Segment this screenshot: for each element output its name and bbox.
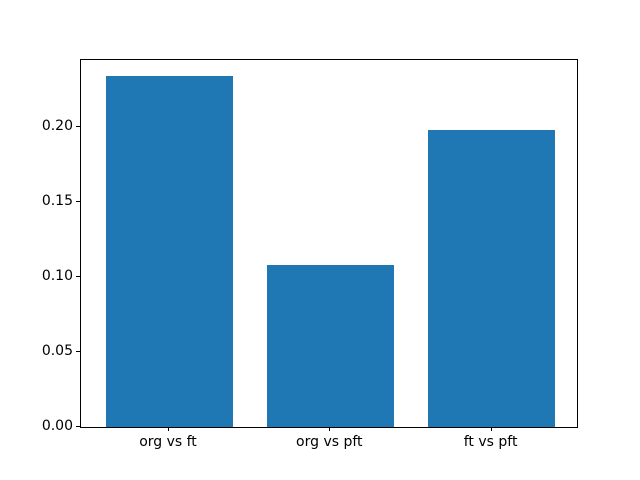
x-tick-label: org vs ft <box>139 434 197 450</box>
y-tick-mark <box>76 426 80 427</box>
y-tick-mark <box>76 275 80 277</box>
y-tick-label: 0.15 <box>41 192 73 209</box>
y-tick-mark <box>76 350 80 352</box>
bar-org-vs-pft <box>266 264 394 427</box>
bar-ft-vs-pft <box>428 129 556 427</box>
x-tick-mark <box>490 427 492 431</box>
bar-org-vs-ft <box>105 75 233 427</box>
x-tick-label: org vs pft <box>296 434 363 450</box>
y-tick-label: 0.05 <box>41 342 73 359</box>
x-tick-mark <box>329 427 331 431</box>
plot-area <box>80 59 578 428</box>
x-tick-mark <box>168 427 169 431</box>
y-tick-mark <box>76 200 80 202</box>
x-tick-label: ft vs pft <box>463 434 518 450</box>
y-tick-label: 0.10 <box>41 267 73 284</box>
y-tick-label: 0.20 <box>41 117 73 134</box>
y-tick-label: 0.00 <box>41 418 73 434</box>
y-tick-mark <box>76 125 80 127</box>
